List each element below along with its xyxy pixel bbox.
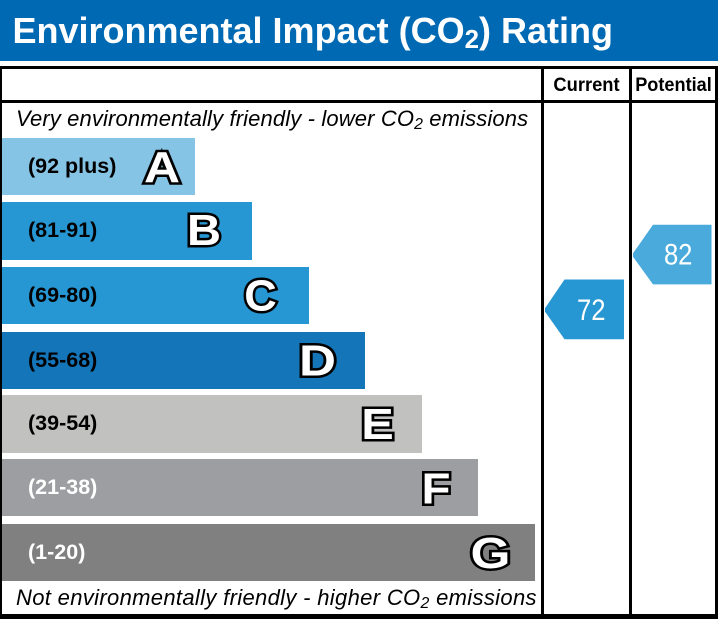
- svg-text:C: C: [244, 272, 277, 321]
- svg-text:B: B: [187, 206, 221, 255]
- svg-text:D: D: [299, 336, 336, 385]
- svg-text:82: 82: [664, 238, 693, 271]
- svg-text:A: A: [144, 143, 180, 192]
- svg-text:F: F: [422, 465, 451, 514]
- svg-text:G: G: [471, 529, 511, 578]
- svg-text:72: 72: [577, 294, 606, 327]
- svg-text:E: E: [361, 400, 394, 449]
